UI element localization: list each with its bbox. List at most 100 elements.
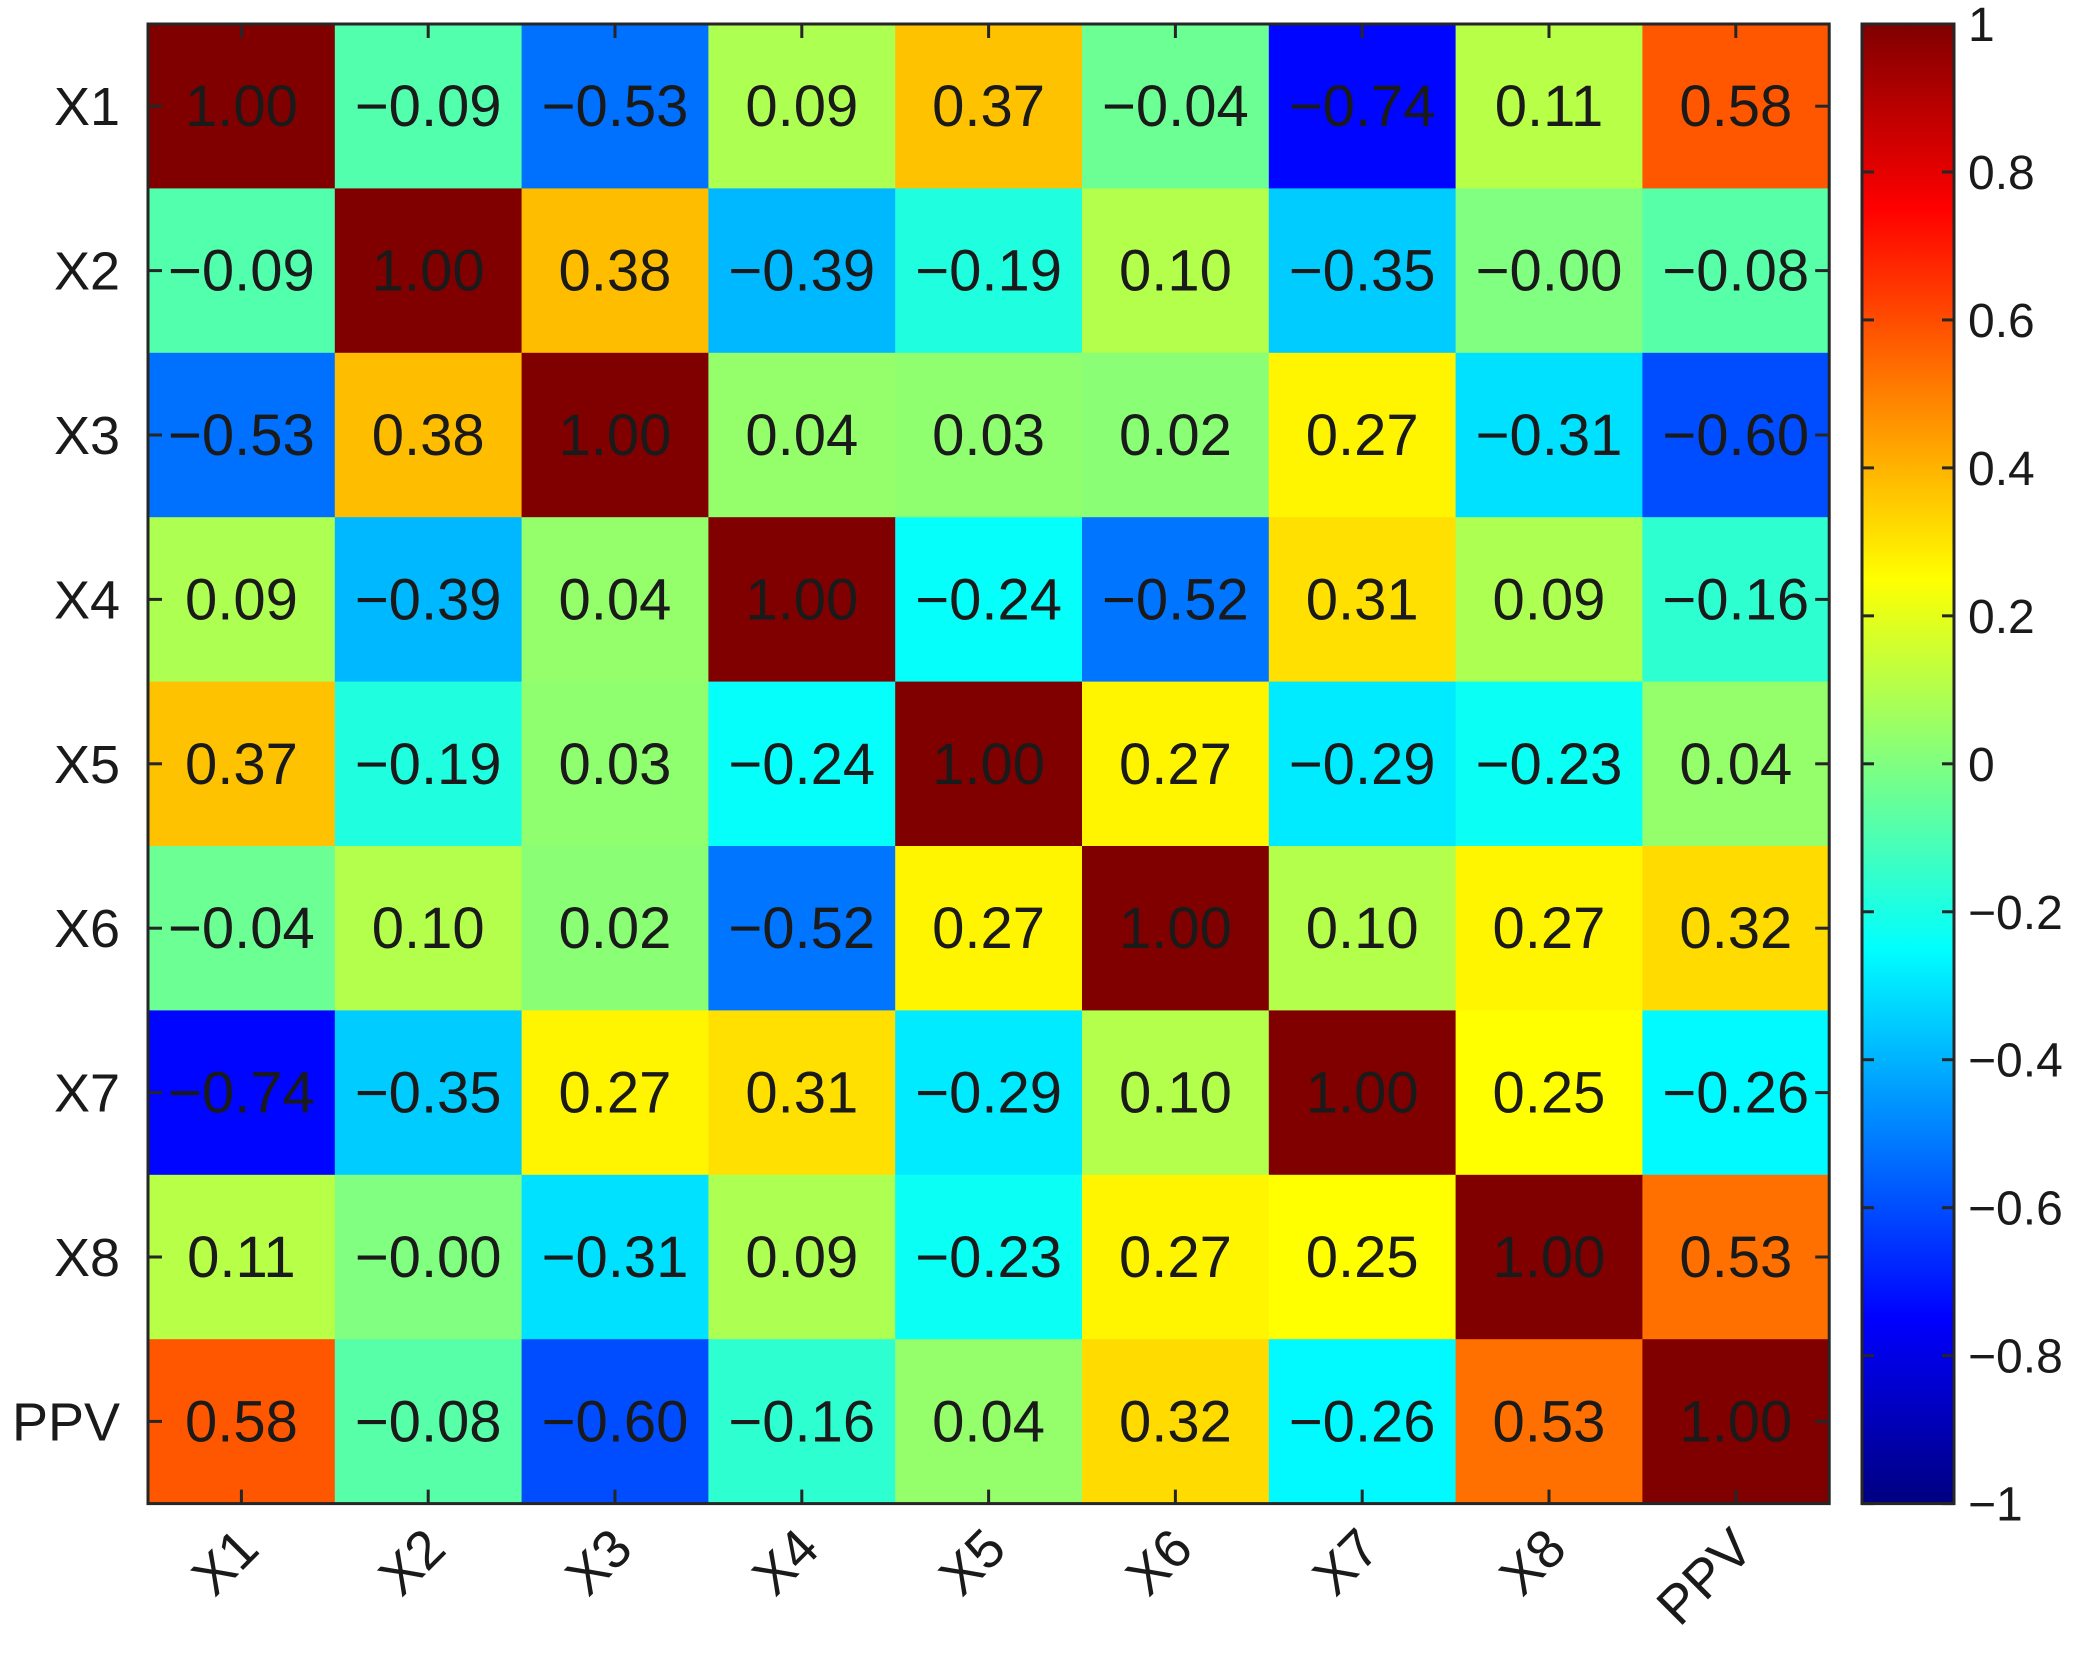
heatmap-cell-x4-x1	[148, 517, 336, 683]
heatmap-cell-ppv-x1	[148, 1339, 336, 1505]
heatmap-cell-x4-x6	[1082, 517, 1270, 683]
cell-value-label: −0.53	[542, 74, 689, 139]
heatmap-cell-x2-x8	[1455, 188, 1643, 354]
cell-value-label: 0.58	[185, 1389, 298, 1454]
colorbar-tick-label: 0	[1968, 739, 1995, 792]
y-tick-label: X2	[54, 242, 120, 302]
heatmap-cell-x2-x1	[148, 188, 336, 354]
heatmap-cell-x7-x4	[708, 1010, 896, 1176]
cell-value-label: 0.53	[1679, 1225, 1792, 1290]
cell-value-label: 1.00	[185, 74, 298, 139]
cell-value-label: 1.00	[372, 239, 485, 304]
cell-value-label: −0.31	[1476, 403, 1623, 468]
cell-value-label: 0.27	[1119, 1225, 1232, 1290]
cell-value-label: −0.04	[168, 896, 315, 961]
cell-value-label: −0.29	[915, 1061, 1062, 1126]
heatmap-cell-x1-x4	[708, 24, 896, 189]
heatmap-cell-ppv-x6	[1082, 1339, 1270, 1505]
heatmap-cell-ppv-x4	[708, 1339, 896, 1505]
heatmap-cell-x1-x2	[334, 24, 523, 189]
heatmap-cell-x5-x2	[334, 681, 523, 847]
cell-value-label: −0.60	[542, 1389, 689, 1454]
heatmap-cell-x2-x6	[1082, 188, 1270, 354]
x-tick-label: X6	[1115, 1518, 1204, 1607]
x-tick-label: X1	[181, 1518, 270, 1607]
cell-value-label: 0.53	[1493, 1389, 1606, 1454]
colorbar-tick-label: −0.8	[1968, 1331, 2063, 1384]
colorbar-tick-label: −0.6	[1968, 1183, 2063, 1236]
heatmap-cell-x5-x6	[1082, 681, 1270, 847]
cell-value-label: −0.60	[1662, 403, 1809, 468]
colorbar-tick-label: 0.6	[1968, 295, 2035, 348]
heatmap-cell-x7-x1	[148, 1010, 336, 1176]
heatmap-cell-x8-x4	[708, 1174, 896, 1340]
heatmap-value-labels: 1.00 −0.09 −0.53 0.09 0.37 −0.04 −0.74 0.11 0.58…	[168, 74, 1809, 1454]
x-tick-label: X8	[1488, 1518, 1577, 1607]
cell-value-label: −0.39	[728, 239, 875, 304]
heatmap-cell-x7-x8	[1455, 1010, 1643, 1176]
heatmap-cell-x4-x3	[521, 517, 709, 683]
heatmap-cell-x5-x8	[1455, 681, 1643, 847]
heatmap-cell-x4-x4	[708, 517, 896, 683]
heatmap-cell-x4-x2	[334, 517, 523, 683]
heatmap-cell-ppv-x3	[521, 1339, 709, 1505]
cell-value-label: −0.00	[355, 1225, 502, 1290]
heatmap-cell-x8-x2	[334, 1174, 523, 1340]
cell-value-label: −0.19	[915, 239, 1062, 304]
cell-value-label: −0.52	[728, 896, 875, 961]
cell-value-label: 0.09	[1493, 567, 1606, 632]
heatmap-cell-x6-ppv	[1642, 846, 1830, 1011]
cell-value-label: −0.23	[1476, 732, 1623, 797]
cell-value-label: 0.03	[559, 732, 672, 797]
heatmap-cell-x2-x2	[334, 188, 523, 354]
heatmap-cell-x3-x4	[708, 352, 896, 518]
heatmap-cell-x3-x5	[895, 352, 1083, 518]
y-tick-label: X7	[54, 1064, 120, 1124]
heatmap-cell-x2-x5	[895, 188, 1083, 354]
cell-value-label: 0.58	[1679, 74, 1792, 139]
cell-value-label: 0.27	[1493, 896, 1606, 961]
heatmap-cell-x1-x5	[895, 24, 1083, 189]
heatmap-cell-x8-x7	[1268, 1174, 1457, 1340]
cell-value-label: −0.35	[355, 1061, 502, 1126]
colorbar-ticks: 1 0.8 0.6 0.4 0.2 0 −0.2 −0.4 −0.6 −0.8 −1	[1862, 0, 2063, 1532]
cell-value-label: 0.02	[1119, 403, 1232, 468]
cell-value-label: 0.27	[1119, 732, 1232, 797]
cell-value-label: −0.04	[1102, 74, 1249, 139]
y-tick-label: X3	[54, 406, 120, 466]
heatmap-cell-x3-x7	[1268, 352, 1457, 518]
heatmap-cell-x5-ppv	[1642, 681, 1830, 847]
cell-value-label: −0.16	[1662, 567, 1809, 632]
cell-value-label: −0.23	[915, 1225, 1062, 1290]
heatmap-cell-x1-x8	[1455, 24, 1643, 189]
cell-value-label: −0.24	[915, 567, 1062, 632]
cell-value-label: 1.00	[745, 567, 858, 632]
y-axis: X1 X2 X3 X4 X5 X6 X7 X8 PPV	[12, 77, 1830, 1452]
colorbar-tick-label: −0.4	[1968, 1035, 2063, 1088]
cell-value-label: 1.00	[1306, 1061, 1419, 1126]
cell-value-label: 0.25	[1493, 1061, 1606, 1126]
cell-value-label: −0.29	[1289, 732, 1436, 797]
heatmap-cell-x3-ppv	[1642, 352, 1830, 518]
heatmap-cell-x8-x1	[148, 1174, 336, 1340]
colorbar-tick-label: 0.2	[1968, 591, 2035, 644]
heatmap-cell-x2-x3	[521, 188, 709, 354]
colorbar: 1 0.8 0.6 0.4 0.2 0 −0.2 −0.4 −0.6 −0.8 −1	[1860, 0, 2063, 1532]
heatmap-cell-x1-x3	[521, 24, 709, 189]
x-tick-label: X7	[1302, 1518, 1391, 1607]
heatmap-cell-x7-x3	[521, 1010, 709, 1176]
x-tick-label: X4	[741, 1518, 830, 1607]
cell-value-label: 0.27	[1306, 403, 1419, 468]
heatmap-cell-ppv-x2	[334, 1339, 523, 1505]
x-tick-label: X5	[928, 1518, 1017, 1607]
cell-value-label: −0.16	[728, 1389, 875, 1454]
cell-value-label: 0.04	[559, 567, 672, 632]
y-tick-label: X6	[54, 899, 120, 959]
heatmap-cell-x8-x5	[895, 1174, 1083, 1340]
cell-value-label: −0.19	[355, 732, 502, 797]
heatmap-cell-x6-x1	[148, 846, 336, 1011]
cell-value-label: −0.09	[168, 239, 315, 304]
cell-value-label: 0.38	[372, 403, 485, 468]
x-tick-label: PPV	[1645, 1518, 1764, 1637]
